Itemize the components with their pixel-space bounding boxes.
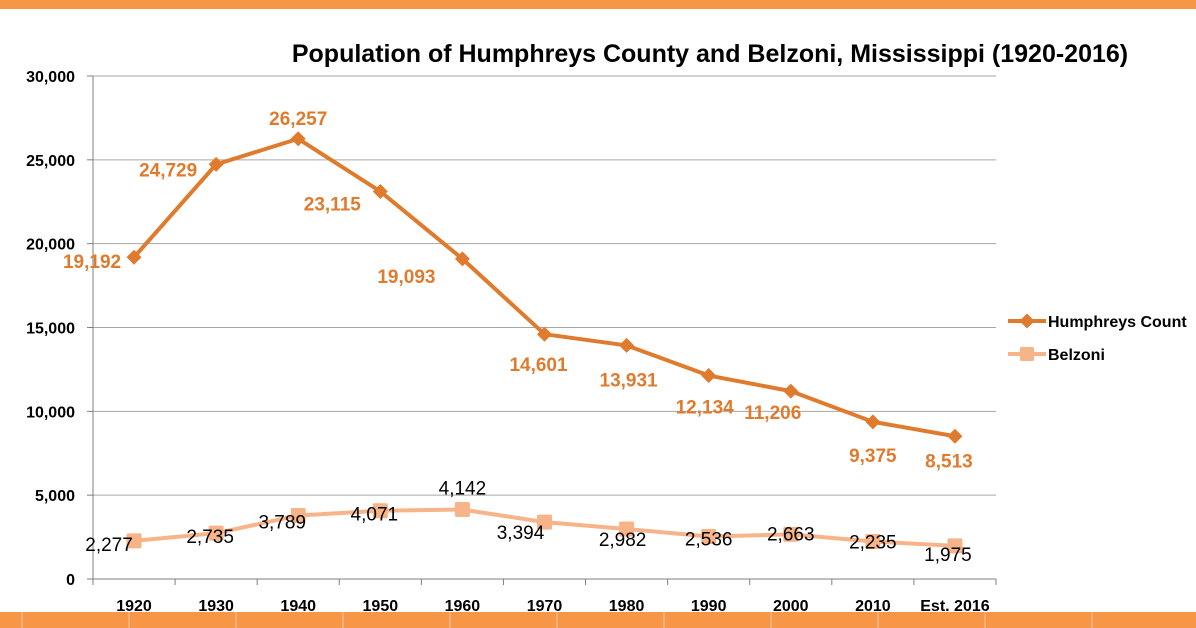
bottom-accent-bar [0, 612, 1196, 628]
x-tick-label: 2000 [773, 598, 809, 615]
bottom-bar-tick-marks [21, 612, 1093, 628]
y-tick-label: 25,000 [26, 153, 75, 170]
top-accent-bar [0, 0, 1196, 9]
data-point [372, 183, 388, 199]
data-point [290, 507, 306, 523]
data-point [783, 383, 799, 399]
x-tick-label: 1960 [445, 598, 481, 615]
x-tick-label: 2010 [855, 598, 891, 615]
y-tick-label: 15,000 [26, 321, 75, 338]
x-tick-label: 1980 [609, 598, 645, 615]
legend-marker [1019, 313, 1035, 329]
data-point [619, 521, 635, 537]
data-label-belzoni: 2,277 [85, 535, 133, 556]
data-point [947, 428, 963, 444]
data-point [208, 156, 224, 172]
data-point [701, 528, 717, 544]
y-tick-label: 10,000 [26, 404, 75, 421]
data-point [701, 368, 717, 384]
data-label-humphreys: 19,192 [63, 252, 121, 273]
legend-marker [1020, 347, 1034, 361]
data-point [290, 131, 306, 147]
data-label-belzoni: 2,235 [849, 533, 897, 554]
data-point [208, 525, 224, 541]
x-tick-label: Est. 2016 [920, 598, 989, 615]
x-tick-label: 1940 [280, 598, 316, 615]
legend-label: Belzoni [1048, 347, 1105, 364]
axes: 0 5,000 10,000 15,000 20,000 25,000 30,000 1920… [26, 69, 997, 615]
x-tick-label: 1990 [691, 598, 727, 615]
x-tick-label: 1930 [198, 598, 234, 615]
data-label-belzoni: 2,663 [767, 524, 815, 545]
data-point [865, 414, 881, 430]
data-point [865, 534, 881, 550]
data-point [947, 538, 963, 554]
data-label-humphreys: 13,931 [600, 370, 659, 391]
data-point [454, 251, 470, 267]
data-point [537, 514, 552, 530]
data-label-humphreys: 8,513 [925, 451, 973, 472]
data-point [372, 503, 388, 519]
data-label-belzoni: 4,071 [351, 505, 399, 526]
data-point [126, 533, 142, 549]
x-tick-label: 1970 [527, 598, 563, 615]
x-tick-label: 1920 [116, 598, 152, 615]
data-label-humphreys: 12,134 [676, 398, 735, 419]
y-tick-label: 5,000 [35, 488, 75, 505]
series-line-humphreys [132, 136, 956, 439]
series [126, 131, 963, 554]
data-label-belzoni: 4,142 [439, 479, 487, 500]
data-label-belzoni: 3,789 [258, 512, 306, 533]
data-label-humphreys: 23,115 [304, 194, 361, 215]
data-point [537, 326, 552, 342]
data-label-belzoni: 2,982 [599, 530, 647, 551]
legend: Humphreys Count Belzoni [1008, 313, 1187, 364]
y-tick-label: 20,000 [26, 237, 75, 254]
data-label-humphreys: 9,375 [849, 446, 897, 467]
data-label-belzoni: 3,394 [497, 523, 545, 544]
y-tick-label: 0 [66, 572, 75, 589]
data-label-humphreys: 11,206 [744, 403, 801, 424]
data-point [454, 502, 470, 518]
data-label-humphreys: 14,601 [509, 355, 568, 376]
data-label-humphreys: 24,729 [139, 160, 197, 181]
x-tick-label: 1950 [363, 598, 399, 615]
data-label-belzoni: 1,975 [924, 545, 972, 566]
data-labels: 19,192 24,729 26,257 23,115 19,093 14,601 13,9… [63, 109, 973, 566]
gridlines [93, 75, 996, 496]
data-label-belzoni: 2,735 [186, 527, 234, 548]
y-tick-label: 30,000 [26, 69, 75, 86]
data-label-humphreys: 26,257 [269, 109, 327, 130]
data-label-humphreys: 19,093 [377, 267, 435, 288]
data-point [619, 337, 635, 353]
data-point [126, 249, 142, 265]
legend-label: Humphreys Count [1048, 314, 1187, 331]
data-label-belzoni: 2,536 [685, 529, 733, 550]
chart-title: Population of Humphreys County and Belzo… [292, 40, 1128, 68]
data-point [783, 526, 799, 542]
